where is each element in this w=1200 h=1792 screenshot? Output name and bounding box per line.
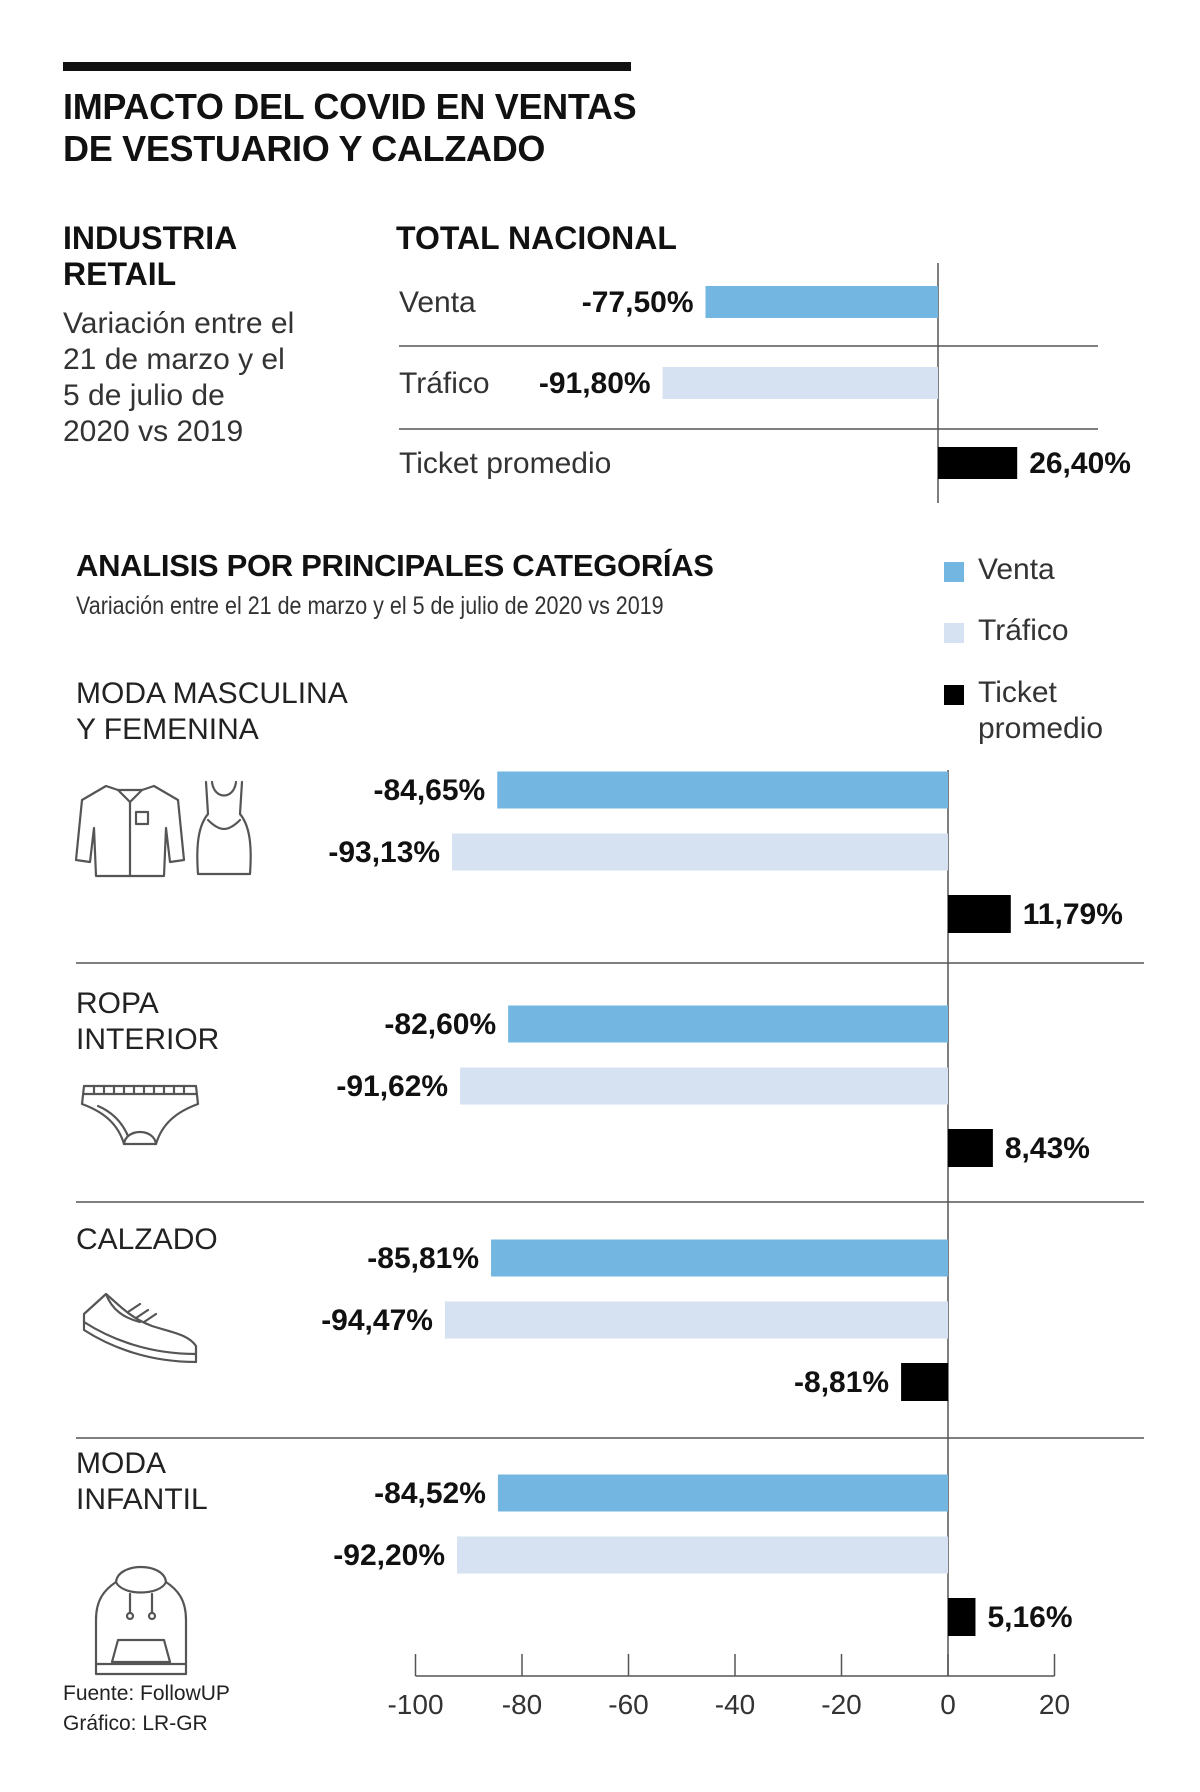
category-label-infantil-2: INFANTIL: [76, 1483, 208, 1516]
bar-ticket: [901, 1363, 948, 1401]
title-line-1: IMPACTO DEL COVID EN VENTAS: [63, 86, 637, 127]
page-title: IMPACTO DEL COVID EN VENTAS DE VESTUARIO…: [63, 86, 763, 170]
national-value-label: 26,40%: [1029, 447, 1131, 480]
sneaker-icon: [82, 1292, 198, 1364]
bar-venta: [491, 1239, 948, 1277]
bar-value-label: 5,16%: [987, 1601, 1072, 1634]
bar-venta: [497, 1474, 948, 1512]
industry-desc-line-3: 5 de julio de: [63, 379, 225, 412]
source-note: Fuente: FollowUP Gráfico: LR-GR: [63, 1679, 230, 1739]
bar-value-label: 11,79%: [1023, 898, 1123, 931]
legend-label-venta: Venta: [978, 553, 1055, 586]
national-category-label: Tráfico: [399, 367, 490, 400]
bar-value-label: 8,43%: [1005, 1132, 1090, 1165]
bar-value-label: -92,20%: [333, 1539, 445, 1572]
national-bar-venta: [705, 286, 938, 318]
bar-value-label: -85,81%: [367, 1242, 479, 1275]
bar-venta: [497, 771, 948, 809]
bar-trafico: [460, 1067, 948, 1105]
legend-swatch-trafico: [944, 623, 964, 643]
national-value-label: -77,50%: [582, 286, 694, 319]
national-value-label: -91,80%: [539, 367, 651, 400]
title-rule: [63, 62, 631, 71]
industry-title-line-2: RETAIL: [63, 256, 177, 292]
bar-value-label: -91,62%: [336, 1070, 448, 1103]
x-axis-tick-label: 0: [940, 1689, 956, 1720]
category-label-infantil: MODA INFANTIL: [76, 1446, 208, 1518]
bar-value-label: -8,81%: [794, 1366, 889, 1399]
category-label-ropa: ROPA INTERIOR: [76, 986, 219, 1058]
category-label-moda: MODA MASCULINA Y FEMENINA: [76, 676, 348, 748]
bar-value-label: -82,60%: [384, 1008, 496, 1041]
bar-value-label: -94,47%: [321, 1304, 433, 1337]
bar-trafico: [452, 833, 948, 871]
x-axis-tick-label: -60: [608, 1689, 648, 1720]
x-axis-tick-label: -20: [821, 1689, 861, 1720]
bar-trafico: [444, 1301, 948, 1339]
industry-title: INDUSTRIA RETAIL: [63, 220, 237, 292]
industry-desc-line-4: 2020 vs 2019: [63, 415, 244, 448]
categories-chart-title: ANALISIS POR PRINCIPALES CATEGORÍAS: [76, 548, 714, 583]
category-label-calzado: CALZADO: [76, 1222, 218, 1258]
national-category-label: Ticket promedio: [399, 447, 611, 480]
category-label-infantil-1: MODA: [76, 1447, 166, 1480]
bar-ticket: [948, 1598, 976, 1636]
x-axis-tick-label: -40: [715, 1689, 755, 1720]
bar-value-label: -84,52%: [374, 1477, 486, 1510]
category-label-ropa-2: INTERIOR: [76, 1023, 220, 1056]
national-category-label: Venta: [399, 286, 476, 319]
national-bar-ticket: [938, 447, 1018, 479]
underwear-icon: [80, 1084, 200, 1146]
bar-ticket: [948, 895, 1011, 933]
legend-label-ticket-2: promedio: [978, 712, 1104, 745]
bar-value-label: -84,65%: [373, 774, 485, 807]
national-bar-trafico: [662, 367, 938, 399]
x-axis-tick-label: 20: [1039, 1689, 1070, 1720]
clothing-icon: [74, 780, 252, 878]
bar-value-label: -93,13%: [328, 836, 440, 869]
legend-swatch-ticket: [944, 685, 964, 705]
category-label-ropa-1: ROPA: [76, 987, 159, 1020]
bar-trafico: [457, 1536, 948, 1574]
legend-label-ticket-1: Ticket: [978, 676, 1057, 709]
hoodie-icon: [94, 1565, 188, 1676]
category-label-calzado-1: CALZADO: [76, 1223, 218, 1256]
category-label-moda-2: Y FEMENINA: [76, 713, 259, 746]
source-line-1: Fuente: FollowUP: [63, 1682, 230, 1705]
industry-description: Variación entre el 21 de marzo y el 5 de…: [63, 306, 363, 450]
industry-desc-line-2: 21 de marzo y el: [63, 343, 285, 376]
industry-title-line-1: INDUSTRIA: [63, 220, 238, 256]
legend-label-trafico: Tráfico: [978, 614, 1069, 647]
source-line-2: Gráfico: LR-GR: [63, 1712, 208, 1735]
bar-ticket: [948, 1129, 993, 1167]
x-axis-tick-label: -80: [502, 1689, 542, 1720]
x-axis-tick-label: -100: [387, 1689, 443, 1720]
industry-desc-line-1: Variación entre el: [63, 307, 295, 340]
legend-swatch-venta: [944, 562, 964, 582]
category-label-moda-1: MODA MASCULINA: [76, 677, 348, 710]
national-chart-title: TOTAL NACIONAL: [396, 220, 677, 256]
bar-venta: [508, 1005, 948, 1043]
categories-chart-subtitle: Variación entre el 21 de marzo y el 5 de…: [76, 592, 664, 620]
title-line-2: DE VESTUARIO Y CALZADO: [63, 128, 546, 169]
